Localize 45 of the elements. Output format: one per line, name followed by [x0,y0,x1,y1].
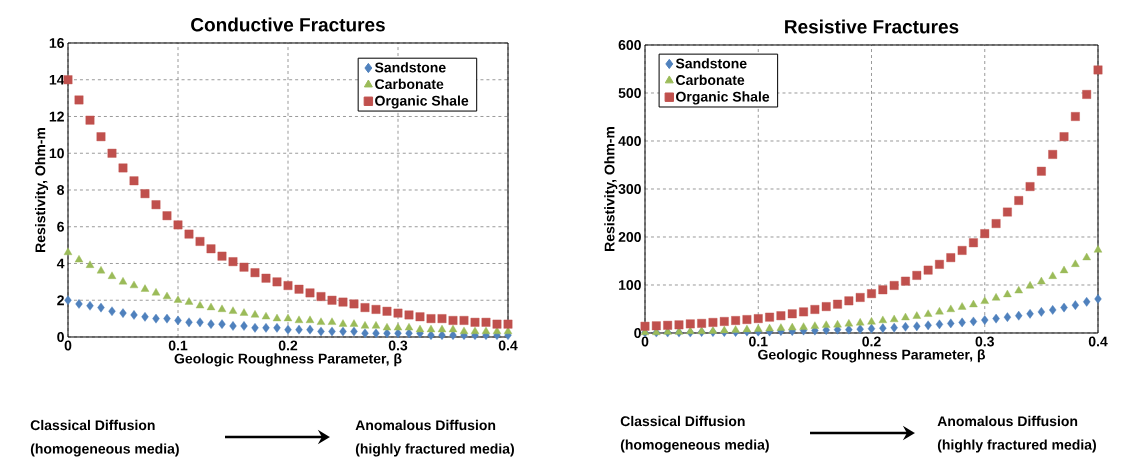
y-tick-label: 10 [49,148,64,159]
y-tick-label: 300 [618,184,641,194]
y-tick-label: 4 [56,258,65,269]
x-tick-label: 0.2 [862,336,881,347]
y-tick-label: 8 [57,185,65,195]
text: Anomalous Diffusion [355,419,496,431]
y-tick-label: 400 [618,136,641,146]
y-axis-title: Resistivity, Ohm-m [604,126,618,251]
legend-label: Sandstone [675,58,747,69]
x-tick-label: 0.4 [1088,336,1108,347]
legend-label: Organic Shale [375,95,469,109]
y-tick-label: 12 [49,111,64,122]
x-tick-label: 0 [641,336,649,347]
y-tick-label: 100 [619,280,641,290]
text: Classical Diffusion [620,415,745,427]
text: Classical Diffusion [30,419,155,431]
y-axis-title: Resistivity, Ohm-m [35,127,49,252]
legend-label: Carbonate [676,74,745,86]
x-tick-label: 0.1 [168,340,188,351]
x-tick-label: 0.3 [975,336,994,347]
y-tick-label: 14 [49,74,65,85]
legend-label: Sandstone [374,62,446,73]
y-tick-label: 200 [618,232,641,242]
x-axis-title: Geologic Roughness Parameter, β [174,353,402,367]
x-tick-label: 0.1 [749,336,768,347]
text: (homogeneous media) [30,443,179,457]
x-tick-label: 0.3 [388,340,408,351]
chart-title: Conductive Fractures [191,17,385,32]
text: (highly fractured media) [937,439,1096,453]
text: Anomalous Diffusion [937,415,1078,427]
y-tick-label: 600 [618,40,641,50]
legend-label: Carbonate [375,78,444,90]
y-tick-label: 6 [57,221,64,232]
y-tick-label: 0 [634,328,641,338]
text: (homogeneous media) [620,439,769,453]
x-tick-label: 0.2 [278,340,298,351]
chart-title: Resistive Fractures [785,19,959,34]
legend-label: Organic Shale [676,91,770,105]
y-tick-label: 2 [57,295,64,306]
text: (highly fractured media) [355,443,514,457]
x-tick-label: 0.4 [498,340,518,351]
y-tick-label: 500 [618,88,641,98]
x-tick-label: 0 [64,340,72,351]
y-tick-label: 16 [49,38,64,48]
x-axis-title: Geologic Roughness Parameter, β [758,349,986,363]
